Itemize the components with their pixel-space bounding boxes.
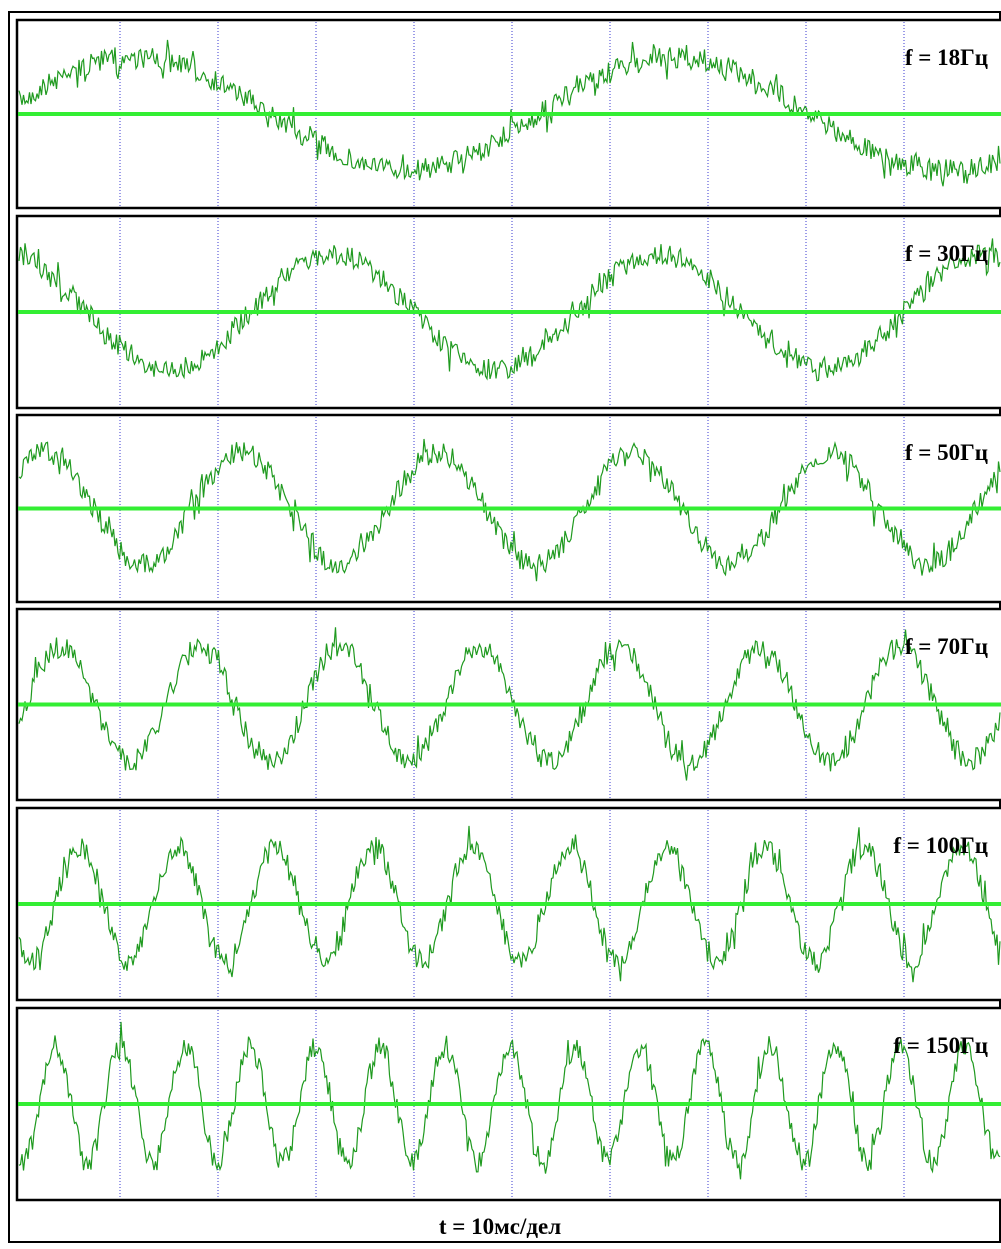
frequency-label: f = 70Гц — [905, 634, 988, 659]
frequency-label: f = 30Гц — [905, 241, 988, 266]
time-scale: t = 10мс/дел — [439, 1214, 561, 1239]
frequency-label: f = 50Гц — [905, 440, 988, 465]
oscillogram-figure: t = 10мс/дел f = 18Гц f = 30Гц f = 50Гц f =… — [0, 0, 1001, 1249]
frequency-label: f = 150Гц — [893, 1033, 988, 1058]
frequency-label: f = 18Гц — [905, 45, 988, 70]
frequency-label: f = 100Гц — [893, 833, 988, 858]
